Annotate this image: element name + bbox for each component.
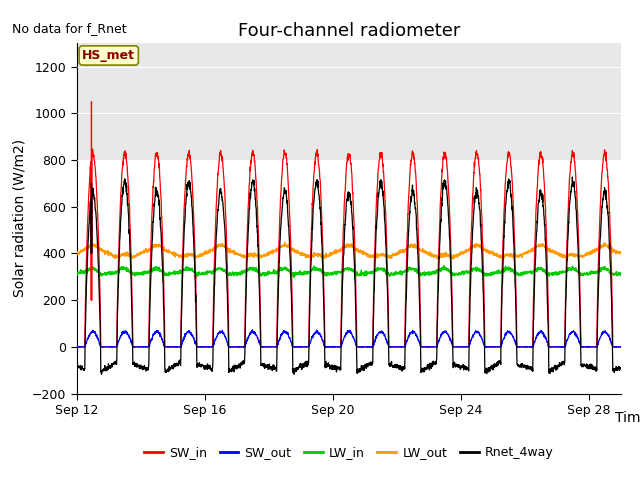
Title: Four-channel radiometer: Four-channel radiometer bbox=[237, 22, 460, 40]
Legend: SW_in, SW_out, LW_in, LW_out, Rnet_4way: SW_in, SW_out, LW_in, LW_out, Rnet_4way bbox=[139, 442, 559, 465]
Bar bbox=[77, 43, 621, 160]
Y-axis label: Solar radiation (W/m2): Solar radiation (W/m2) bbox=[12, 139, 26, 298]
Text: HS_met: HS_met bbox=[82, 49, 135, 62]
X-axis label: Time: Time bbox=[614, 411, 640, 425]
Text: No data for f_Rnet: No data for f_Rnet bbox=[12, 22, 126, 35]
